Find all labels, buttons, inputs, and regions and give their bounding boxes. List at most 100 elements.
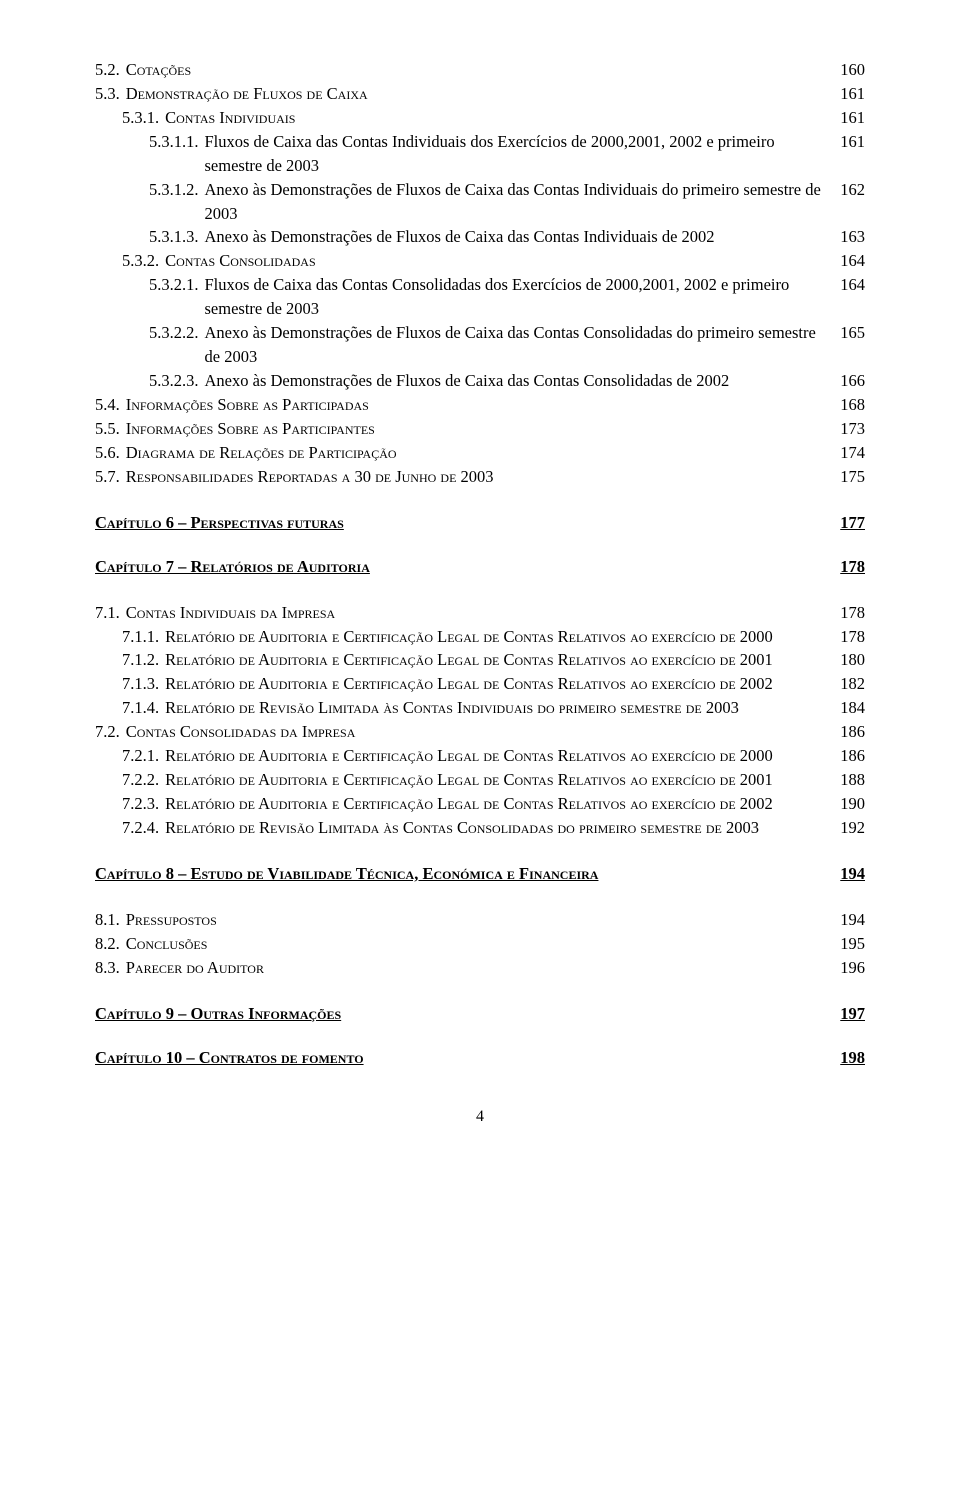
toc-entry-page: 174	[840, 441, 865, 465]
toc-entry: 5.3.2.1.Fluxos de Caixa das Contas Conso…	[149, 273, 865, 321]
toc-entry-number: 7.2.1.	[122, 744, 165, 768]
toc-entry-page: 160	[840, 58, 865, 82]
toc-entry-page: 184	[840, 696, 865, 720]
toc-section-8: 8.1.Pressupostos1948.2.Conclusões1958.3.…	[95, 908, 865, 980]
toc-entry: 5.2.Cotações160	[95, 58, 865, 82]
toc-entry-number: 5.3.1.1.	[149, 130, 205, 154]
chapter-page: 198	[840, 1048, 865, 1068]
toc-entry: 5.3.1.Contas Individuais161	[122, 106, 865, 130]
toc-entry: 7.1.3.Relatório de Auditoria e Certifica…	[122, 672, 865, 696]
toc-entry: 7.2.2.Relatório de Auditoria e Certifica…	[122, 768, 865, 792]
toc-entry-title: Diagrama de Relações de Participação	[126, 441, 841, 465]
toc-entry-number: 5.5.	[95, 417, 126, 441]
toc-entry-number: 5.3.1.	[122, 106, 165, 130]
toc-entry: 7.1.2.Relatório de Auditoria e Certifica…	[122, 648, 865, 672]
toc-entry-page: 188	[840, 768, 865, 792]
toc-entry-page: 161	[840, 82, 865, 106]
toc-entry-title: Pressupostos	[126, 908, 841, 932]
chapter-page: 197	[840, 1004, 865, 1024]
chapter-title: Capítulo 10 – Contratos de fomento	[95, 1048, 840, 1068]
toc-entry-page: 161	[840, 106, 865, 130]
toc-entry-title: Relatório de Auditoria e Certificação Le…	[165, 768, 840, 792]
toc-entry: 8.3.Parecer do Auditor196	[95, 956, 865, 980]
toc-section-7: 7.1.Contas Individuais da Impresa1787.1.…	[95, 601, 865, 840]
toc-entry: 8.2.Conclusões195	[95, 932, 865, 956]
toc-entry-title: Relatório de Auditoria e Certificação Le…	[165, 792, 840, 816]
toc-entry-number: 5.3.1.2.	[149, 178, 205, 202]
chapter-7-heading: Capítulo 7 – Relatórios de Auditoria 178	[95, 557, 865, 577]
chapter-9-heading: Capítulo 9 – Outras Informações 197	[95, 1004, 865, 1024]
toc-entry-number: 5.6.	[95, 441, 126, 465]
toc-entry-title: Relatório de Auditoria e Certificação Le…	[165, 648, 840, 672]
toc-entry: 7.1.1.Relatório de Auditoria e Certifica…	[122, 625, 865, 649]
toc-entry-title: Anexo às Demonstrações de Fluxos de Caix…	[205, 321, 841, 369]
toc-entry-title: Anexo às Demonstrações de Fluxos de Caix…	[205, 369, 841, 393]
toc-entry-title: Contas Individuais	[165, 106, 840, 130]
toc-entry-number: 5.3.2.3.	[149, 369, 205, 393]
page-container: 5.2.Cotações1605.3.Demonstração de Fluxo…	[0, 0, 960, 1176]
chapter-page: 178	[840, 557, 865, 577]
toc-entry: 5.3.1.1.Fluxos de Caixa das Contas Indiv…	[149, 130, 865, 178]
toc-entry-number: 5.7.	[95, 465, 126, 489]
toc-entry-page: 164	[840, 273, 865, 297]
toc-entry-number: 7.1.	[95, 601, 126, 625]
toc-entry-number: 8.1.	[95, 908, 126, 932]
chapter-title: Capítulo 8 – Estudo de Viabilidade Técni…	[95, 864, 840, 884]
toc-entry: 8.1.Pressupostos194	[95, 908, 865, 932]
toc-entry-page: 196	[840, 956, 865, 980]
toc-entry-number: 5.2.	[95, 58, 126, 82]
toc-entry: 5.3.2.3.Anexo às Demonstrações de Fluxos…	[149, 369, 865, 393]
toc-entry-number: 8.2.	[95, 932, 126, 956]
toc-entry: 5.3.2.2.Anexo às Demonstrações de Fluxos…	[149, 321, 865, 369]
toc-entry-title: Contas Consolidadas	[165, 249, 840, 273]
toc-entry-title: Conclusões	[126, 932, 841, 956]
toc-entry: 7.1.4.Relatório de Revisão Limitada às C…	[122, 696, 865, 720]
toc-entry-page: 195	[840, 932, 865, 956]
toc-entry-number: 5.3.1.3.	[149, 225, 205, 249]
toc-entry-page: 186	[840, 744, 865, 768]
toc-entry-title: Relatório de Revisão Limitada às Contas …	[165, 696, 840, 720]
toc-entry-page: 182	[840, 672, 865, 696]
toc-entry-title: Relatório de Auditoria e Certificação Le…	[165, 672, 840, 696]
chapter-title: Capítulo 9 – Outras Informações	[95, 1004, 840, 1024]
toc-entry-title: Parecer do Auditor	[126, 956, 841, 980]
toc-entry-page: 178	[840, 601, 865, 625]
toc-entry-number: 7.1.1.	[122, 625, 165, 649]
toc-entry-page: 190	[840, 792, 865, 816]
toc-entry-title: Relatório de Revisão Limitada às Contas …	[165, 816, 840, 840]
toc-section-5: 5.2.Cotações1605.3.Demonstração de Fluxo…	[95, 58, 865, 489]
chapter-6-heading: Capítulo 6 – Perspectivas futuras 177	[95, 513, 865, 533]
toc-entry-title: Anexo às Demonstrações de Fluxos de Caix…	[205, 178, 841, 226]
toc-entry-title: Informações Sobre as Participadas	[126, 393, 841, 417]
toc-entry-title: Contas Consolidadas da Impresa	[126, 720, 841, 744]
toc-entry-page: 165	[840, 321, 865, 345]
toc-entry-page: 164	[840, 249, 865, 273]
toc-entry-page: 163	[840, 225, 865, 249]
toc-entry: 5.3.1.3.Anexo às Demonstrações de Fluxos…	[149, 225, 865, 249]
toc-entry: 5.3.2.Contas Consolidadas164	[122, 249, 865, 273]
toc-entry-page: 186	[840, 720, 865, 744]
toc-entry-page: 180	[840, 648, 865, 672]
toc-entry-page: 166	[840, 369, 865, 393]
toc-entry-page: 173	[840, 417, 865, 441]
toc-entry-number: 7.2.	[95, 720, 126, 744]
toc-entry: 7.2.Contas Consolidadas da Impresa186	[95, 720, 865, 744]
toc-entry-title: Relatório de Auditoria e Certificação Le…	[165, 625, 840, 649]
toc-entry-number: 5.3.	[95, 82, 126, 106]
toc-entry: 5.7.Responsabilidades Reportadas a 30 de…	[95, 465, 865, 489]
toc-entry: 5.3.1.2.Anexo às Demonstrações de Fluxos…	[149, 178, 865, 226]
toc-entry-number: 5.3.2.	[122, 249, 165, 273]
chapter-8-heading: Capítulo 8 – Estudo de Viabilidade Técni…	[95, 864, 865, 884]
toc-entry-title: Relatório de Auditoria e Certificação Le…	[165, 744, 840, 768]
toc-entry-title: Responsabilidades Reportadas a 30 de Jun…	[126, 465, 841, 489]
toc-entry: 7.1.Contas Individuais da Impresa178	[95, 601, 865, 625]
toc-entry-title: Anexo às Demonstrações de Fluxos de Caix…	[205, 225, 841, 249]
toc-entry-page: 161	[840, 130, 865, 154]
toc-entry: 5.5.Informações Sobre as Participantes17…	[95, 417, 865, 441]
toc-entry-number: 8.3.	[95, 956, 126, 980]
toc-entry: 7.2.1.Relatório de Auditoria e Certifica…	[122, 744, 865, 768]
toc-entry-number: 7.2.4.	[122, 816, 165, 840]
toc-entry-title: Cotações	[126, 58, 841, 82]
toc-entry-number: 7.2.3.	[122, 792, 165, 816]
toc-entry-title: Fluxos de Caixa das Contas Consolidadas …	[205, 273, 841, 321]
